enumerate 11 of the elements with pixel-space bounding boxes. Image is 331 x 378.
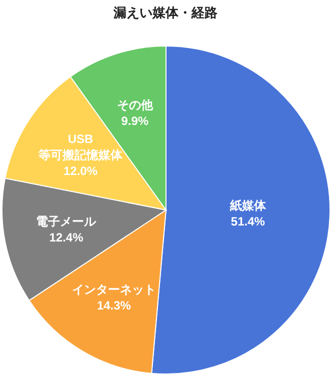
data-label: 12.4% bbox=[49, 230, 84, 245]
slice-label: 紙媒体 bbox=[228, 198, 267, 213]
chart-title: 漏えい媒体・経路 bbox=[112, 5, 218, 20]
data-label: 14.3% bbox=[96, 298, 132, 312]
slice-label: USB 等可搬記憶媒体 bbox=[37, 132, 124, 162]
data-label: 51.4% bbox=[230, 214, 266, 229]
slice-label: インターネット bbox=[72, 282, 156, 296]
data-label: 12.0% bbox=[63, 164, 98, 178]
slice-label: 電子メール bbox=[36, 214, 98, 229]
data-label: 9.9% bbox=[121, 114, 149, 128]
slice-label: その他 bbox=[116, 98, 154, 112]
